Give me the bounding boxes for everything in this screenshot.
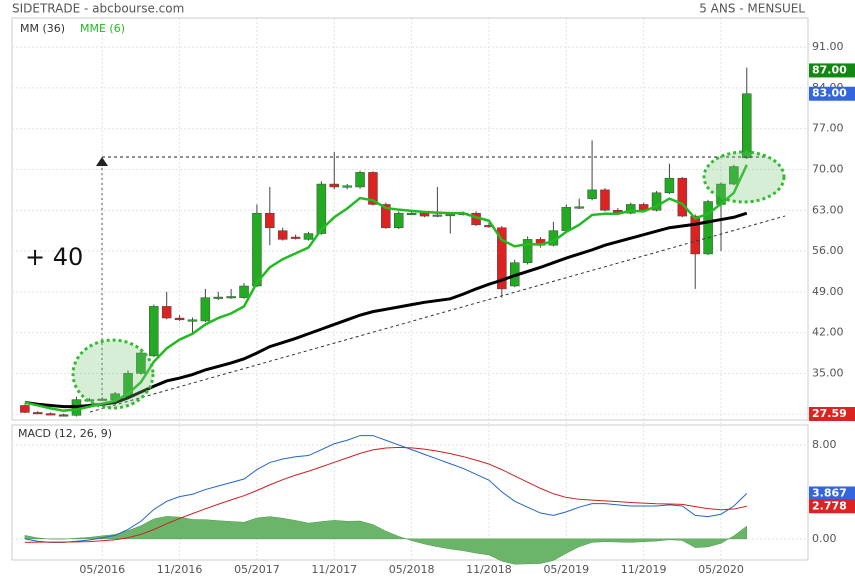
candle-body xyxy=(664,177,675,194)
y-tick-label: 63.00 xyxy=(812,203,844,216)
y-tick-label: 35.00 xyxy=(812,366,844,379)
candle-body xyxy=(522,239,533,263)
price-tag xyxy=(809,499,855,514)
candle-body xyxy=(277,230,288,240)
x-tick-label: 05/2017 xyxy=(234,563,280,576)
macd-line xyxy=(24,435,748,543)
candle-body xyxy=(432,214,443,217)
y-tick-label: 70.00 xyxy=(812,162,844,175)
y-tick-label: 8.00 xyxy=(812,438,837,451)
price-tag-label: 87.00 xyxy=(812,63,847,76)
legend-entry: MM (36) xyxy=(20,22,65,35)
candle-body xyxy=(445,214,456,217)
candle-body xyxy=(600,189,610,211)
y-tick-label: 49.00 xyxy=(812,285,844,298)
price-tag xyxy=(809,86,855,101)
price-tag-label: 83.00 xyxy=(812,87,847,100)
y-tick-label: 56.00 xyxy=(812,244,844,257)
candle-body xyxy=(742,93,752,159)
macd-line xyxy=(24,446,747,543)
price-tag xyxy=(809,63,855,78)
x-tick-label: 05/2019 xyxy=(543,563,589,576)
macd-histogram xyxy=(24,516,748,565)
legend-entry: MME (6) xyxy=(80,22,125,35)
y-tick-label: 0.00 xyxy=(812,532,837,545)
candle-body xyxy=(587,189,597,199)
candle-body xyxy=(419,212,430,217)
moving-average xyxy=(24,211,748,409)
candle-body xyxy=(200,297,211,322)
candle-body xyxy=(33,412,43,415)
candle-body xyxy=(690,215,700,255)
x-tick-label: 11/2018 xyxy=(466,563,512,576)
x-tick-label: 05/2018 xyxy=(389,563,435,576)
moving-average xyxy=(24,164,748,412)
candle-body xyxy=(703,201,713,255)
candle-body xyxy=(574,206,584,209)
candle-body xyxy=(355,172,365,188)
candle-body xyxy=(84,399,95,402)
x-tick-label: 05/2020 xyxy=(698,563,744,576)
highlight-circle xyxy=(71,338,155,410)
price-tag-label: 27.59 xyxy=(812,407,847,420)
candle-body xyxy=(329,183,340,188)
price-tag xyxy=(809,407,855,421)
highlight-circle xyxy=(702,150,786,204)
candle-body xyxy=(381,204,391,228)
y-tick-label: 91.00 xyxy=(812,40,844,53)
candle-body xyxy=(239,285,249,298)
price-tag-label: 2.778 xyxy=(812,499,847,512)
candle-body xyxy=(213,296,224,299)
x-tick-label: 11/2016 xyxy=(157,563,203,576)
period: 5 ANS - MENSUEL xyxy=(699,2,805,16)
candle-body xyxy=(20,405,30,413)
candle-body xyxy=(626,204,636,214)
candle-body xyxy=(149,306,159,357)
candle-body xyxy=(368,172,378,205)
x-tick-label: 11/2017 xyxy=(311,563,357,576)
candle-body xyxy=(406,212,417,215)
candle-body xyxy=(187,319,198,322)
candle-body xyxy=(303,233,314,240)
candle-body xyxy=(677,177,688,217)
candle-body xyxy=(252,212,262,287)
x-tick-label: 05/2016 xyxy=(79,563,125,576)
candle-body xyxy=(342,185,352,188)
candle-body xyxy=(136,352,146,374)
arrow-head xyxy=(96,157,108,166)
trend-line xyxy=(89,215,786,413)
price-tag xyxy=(809,486,855,501)
candle-body xyxy=(561,207,572,231)
candle-body xyxy=(161,306,172,319)
price-tag-label: 3.867 xyxy=(812,486,847,499)
y-tick-label: 42.00 xyxy=(812,326,844,339)
macd-title: MACD (12, 26, 9) xyxy=(18,427,112,440)
candle-body xyxy=(729,166,739,185)
y-tick-label: 77.00 xyxy=(812,122,844,135)
candle-body xyxy=(393,212,404,228)
gain-annotation: + 40 xyxy=(25,243,83,271)
candle-body xyxy=(58,414,69,417)
candle-body xyxy=(497,227,507,290)
candle-body xyxy=(290,236,301,239)
candle-body xyxy=(316,183,327,234)
page-title: SIDETRADE - abcbourse.com xyxy=(12,2,184,16)
candle-body xyxy=(651,192,662,211)
x-tick-label: 11/2019 xyxy=(621,563,667,576)
candle-body xyxy=(174,317,185,321)
candle-body xyxy=(45,413,56,416)
candle-body xyxy=(265,212,275,228)
candle-body xyxy=(226,296,236,299)
